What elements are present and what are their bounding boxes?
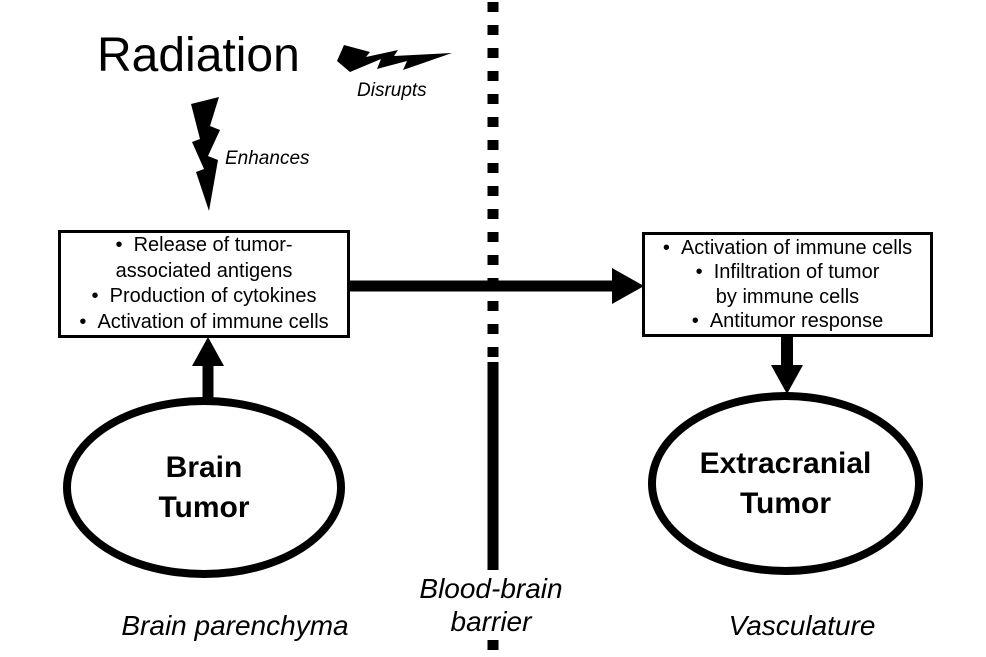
diagram-title: Radiation xyxy=(97,29,300,82)
brain-effects-line: • Release of tumor- xyxy=(115,234,293,256)
extracranial-effects-line: • Antitumor response xyxy=(691,310,884,332)
brain-effects-line: associated antigens xyxy=(115,259,293,282)
brain-effects-box: • Release of tumor- associated antigens … xyxy=(58,230,350,338)
brain-tumor-label-line1: Brain xyxy=(165,450,243,484)
blood-brain-barrier-label-line2: barrier xyxy=(450,606,532,637)
extracranial-tumor-label-line2: Tumor xyxy=(739,486,832,520)
extracranial-tumor-node: Extracranial Tumor xyxy=(648,392,923,575)
extracranial-effects-line: • Infiltration of tumor xyxy=(695,261,880,283)
blood-brain-barrier-label: Blood-brain barrier xyxy=(391,572,591,638)
left-to-right-arrow-head xyxy=(612,268,644,304)
disrupts-label: Disrupts xyxy=(357,80,427,101)
brain-tumor-to-box-arrow-head xyxy=(192,337,224,366)
box-to-extracranial-tumor-arrow-head xyxy=(771,365,803,394)
blood-brain-barrier-label-line1: Blood-brain xyxy=(419,573,563,604)
brain-parenchyma-label: Brain parenchyma xyxy=(121,610,349,641)
enhances-lightning-bolt-icon xyxy=(191,97,220,211)
brain-effects-line: • Activation of immune cells xyxy=(79,310,329,333)
vasculature-label: Vasculature xyxy=(728,610,876,641)
extracranial-effects-line: by immune cells xyxy=(715,285,860,308)
brain-tumor-label-line2: Tumor xyxy=(158,490,250,524)
brain-tumor-node: Brain Tumor xyxy=(63,397,345,578)
disrupts-lightning-bolt-icon xyxy=(337,45,452,72)
extracranial-tumor-label-line1: Extracranial xyxy=(699,446,872,480)
extracranial-effects-line: • Activation of immune cells xyxy=(662,236,913,259)
enhances-label: Enhances xyxy=(225,148,310,169)
brain-effects-line: • Production of cytokines xyxy=(91,285,317,307)
extracranial-effects-box: • Activation of immune cells • Infiltrat… xyxy=(642,232,933,337)
